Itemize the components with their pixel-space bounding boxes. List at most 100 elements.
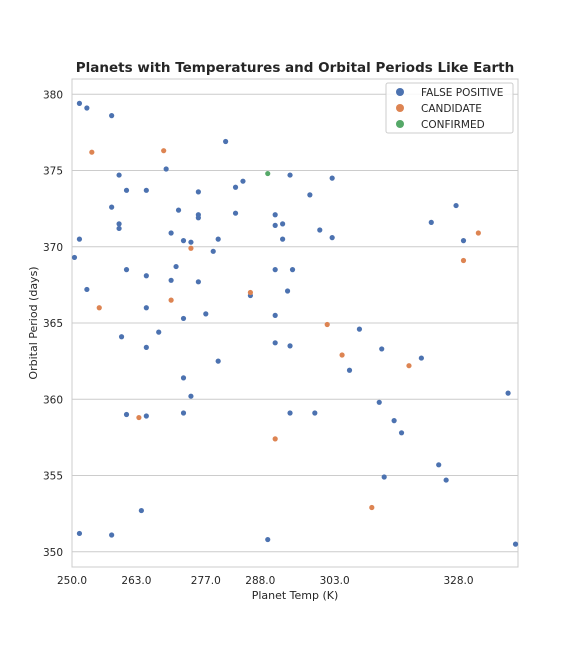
data-point xyxy=(123,267,130,273)
data-point xyxy=(143,344,149,350)
data-point xyxy=(312,410,318,416)
data-point xyxy=(356,326,363,332)
y-tick-label: 365 xyxy=(43,318,63,330)
data-point xyxy=(136,414,142,421)
data-point xyxy=(163,166,169,172)
data-point xyxy=(324,321,330,328)
data-point xyxy=(512,541,519,547)
legend-box xyxy=(385,82,514,134)
data-point xyxy=(168,230,174,236)
y-tick-label: 360 xyxy=(43,394,63,406)
legend-marker xyxy=(396,120,404,128)
data-point xyxy=(118,334,125,340)
data-point xyxy=(180,375,187,381)
data-point xyxy=(391,418,397,424)
data-point xyxy=(240,178,246,184)
x-tick-label: 288.0 xyxy=(245,575,275,587)
data-point xyxy=(272,312,278,318)
series-confirmed xyxy=(265,170,271,177)
data-point xyxy=(116,172,122,178)
series-false-positive xyxy=(71,100,519,547)
data-point xyxy=(84,286,90,293)
data-point xyxy=(272,436,278,442)
data-point xyxy=(428,219,434,225)
data-point xyxy=(346,367,353,373)
data-point xyxy=(109,204,115,210)
data-point xyxy=(215,236,221,242)
legend-entry: CONFIRMED xyxy=(421,119,485,131)
data-point xyxy=(188,239,194,245)
data-point xyxy=(116,225,122,232)
data-point xyxy=(307,192,313,198)
data-point xyxy=(406,363,412,369)
x-tick-label: 277.0 xyxy=(191,575,221,587)
data-point xyxy=(443,477,449,483)
legend-marker xyxy=(396,88,404,96)
data-point xyxy=(369,504,375,511)
data-point xyxy=(180,315,187,322)
data-point xyxy=(317,227,323,233)
data-point xyxy=(210,248,216,254)
data-point xyxy=(272,222,278,228)
data-point xyxy=(272,267,278,273)
data-point xyxy=(180,238,187,244)
data-point xyxy=(475,230,481,236)
data-point xyxy=(272,340,278,346)
data-point xyxy=(175,207,182,213)
data-point xyxy=(272,212,278,218)
data-point xyxy=(168,297,174,303)
data-point xyxy=(109,532,115,538)
data-point xyxy=(109,113,115,119)
data-point xyxy=(71,254,78,261)
data-point xyxy=(460,238,467,244)
legend-marker xyxy=(396,104,404,112)
x-tick-label: 303.0 xyxy=(320,575,350,587)
data-point xyxy=(76,100,83,106)
data-point xyxy=(143,413,149,419)
data-point xyxy=(381,474,387,480)
chart-title: Planets with Temperatures and Orbital Pe… xyxy=(76,60,514,76)
data-point xyxy=(138,507,144,514)
data-point xyxy=(89,149,95,155)
data-point xyxy=(280,236,286,242)
x-axis-label: Planet Temp (K) xyxy=(252,589,339,602)
legend-entry: FALSE POSITIVE xyxy=(421,87,503,99)
data-point xyxy=(96,305,102,311)
data-point xyxy=(143,305,149,311)
data-point xyxy=(379,346,385,352)
data-point xyxy=(215,358,221,364)
y-tick-label: 355 xyxy=(43,471,63,483)
y-tick-label: 350 xyxy=(43,547,63,559)
legend: FALSE POSITIVE CANDIDATE CONFIRMED xyxy=(385,82,514,134)
data-point xyxy=(76,530,83,537)
data-point xyxy=(195,215,201,221)
data-point xyxy=(453,202,459,209)
data-point xyxy=(203,311,209,317)
data-point xyxy=(289,267,296,273)
data-point xyxy=(195,279,201,285)
x-tick-label: 263.0 xyxy=(121,575,151,587)
data-point xyxy=(287,343,293,349)
x-tick-label: 250.0 xyxy=(57,575,87,587)
data-point xyxy=(329,235,335,241)
data-point xyxy=(84,105,90,111)
y-tick-label: 370 xyxy=(43,242,63,254)
data-point xyxy=(223,138,229,145)
data-point xyxy=(287,172,293,178)
data-point xyxy=(168,277,174,283)
data-point xyxy=(505,390,511,396)
data-point xyxy=(376,399,382,405)
data-point xyxy=(188,245,194,251)
data-point xyxy=(280,221,286,227)
data-point xyxy=(173,263,179,270)
data-point xyxy=(188,393,194,399)
data-point xyxy=(329,175,335,181)
data-point xyxy=(143,273,149,279)
y-tick-label: 375 xyxy=(43,166,63,178)
data-point xyxy=(287,410,293,416)
data-point xyxy=(339,352,345,358)
data-point xyxy=(398,430,405,436)
data-point xyxy=(116,221,122,227)
data-point xyxy=(156,329,162,335)
